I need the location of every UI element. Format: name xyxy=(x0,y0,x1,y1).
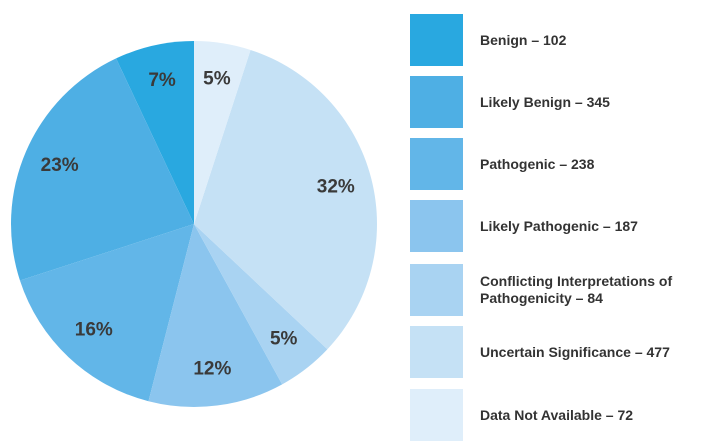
pie-slice xyxy=(194,49,377,350)
pie-slice xyxy=(19,224,194,402)
legend-swatch xyxy=(410,14,463,66)
legend: Benign – 102 Likely Benign – 345 Pathogeni… xyxy=(410,0,707,441)
pie-slice xyxy=(148,224,283,408)
legend-label: Conflicting Interpretations of Pathogeni… xyxy=(480,273,673,306)
legend-item: Conflicting Interpretations of Pathogeni… xyxy=(410,264,707,316)
page: 7% 23% 16% 12% 5% 32% 5% Benign – 102 Likely Be… xyxy=(10,0,707,441)
legend-swatch xyxy=(410,76,463,128)
legend-swatch xyxy=(410,389,463,441)
legend-item: Data Not Available – 72 xyxy=(410,389,707,441)
pie-slice xyxy=(10,58,195,281)
legend-label: Likely Benign – 345 xyxy=(480,93,610,110)
legend-item: Benign – 102 xyxy=(410,14,707,66)
pie-slice xyxy=(116,41,194,224)
slice-label: 5% xyxy=(203,68,231,89)
slice-label: 32% xyxy=(317,177,355,198)
pie-slice xyxy=(194,224,328,385)
legend-item: Pathogenic – 238 xyxy=(410,138,707,190)
slice-label: 5% xyxy=(270,329,298,350)
legend-label: Pathogenic – 238 xyxy=(480,155,595,172)
slice-label: 16% xyxy=(75,320,113,341)
slice-label: 7% xyxy=(148,70,176,91)
legend-swatch xyxy=(410,264,463,316)
pie-chart: 7% 23% 16% 12% 5% 32% 5% xyxy=(10,41,377,408)
legend-swatch xyxy=(410,138,463,190)
legend-item: Uncertain Significance – 477 xyxy=(410,326,707,378)
legend-item: Likely Benign – 345 xyxy=(410,76,707,128)
pie-slice xyxy=(194,41,251,224)
legend-label: Benign – 102 xyxy=(480,31,567,48)
legend-item: Likely Pathogenic – 187 xyxy=(410,200,707,252)
legend-label: Uncertain Significance – 477 xyxy=(480,343,670,360)
slice-label: 12% xyxy=(193,358,231,379)
slice-label: 23% xyxy=(41,155,79,176)
legend-swatch xyxy=(410,326,463,378)
legend-label: Likely Pathogenic – 187 xyxy=(480,217,638,234)
legend-label: Data Not Available – 72 xyxy=(480,406,634,423)
legend-swatch xyxy=(410,200,463,252)
